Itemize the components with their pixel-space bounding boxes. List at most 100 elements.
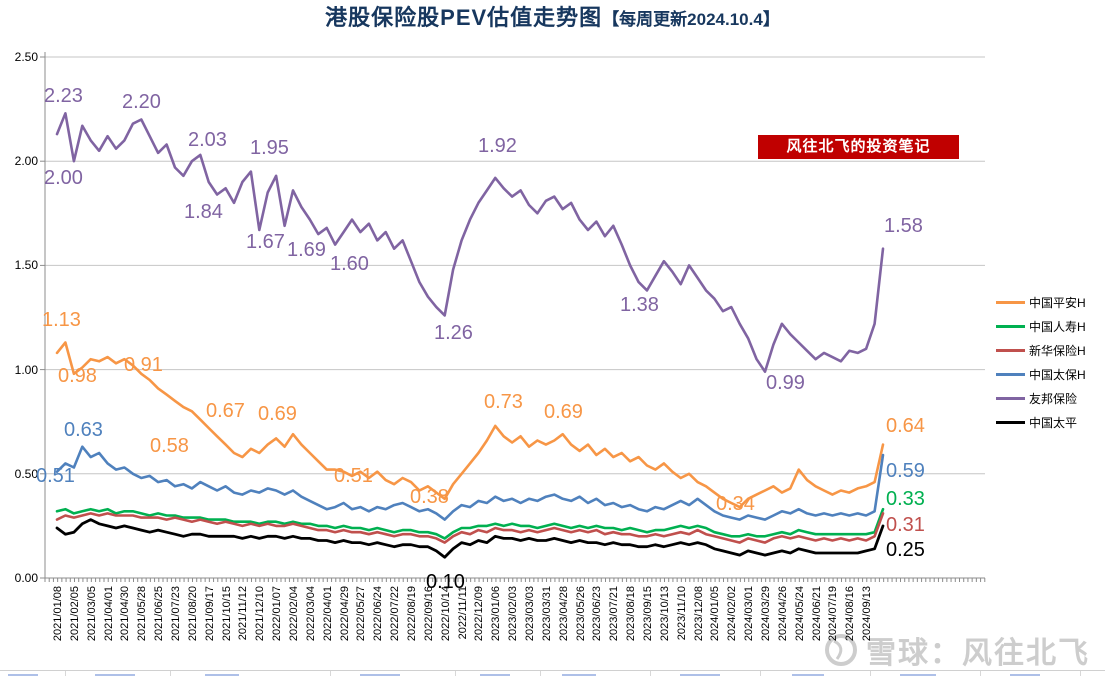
data-label: 2.20 <box>122 91 161 113</box>
cell-border <box>870 671 871 676</box>
cutoff-link-text <box>900 674 936 676</box>
x-axis-label: 2021/09/17 <box>203 586 216 642</box>
cell-border <box>540 671 541 676</box>
author-banner: 风往北飞的投资笔记 <box>758 135 959 159</box>
cell-border <box>1080 671 1081 676</box>
x-axis-label: 2021/03/05 <box>85 586 98 642</box>
cutoff-link-text <box>480 674 510 676</box>
data-label: 1.26 <box>434 322 473 344</box>
x-axis-label: 2021/07/23 <box>170 586 182 642</box>
x-axis-label: 2022/05/27 <box>355 586 368 642</box>
data-label: 0.91 <box>124 354 163 376</box>
x-axis-label: 2021/10/15 <box>220 586 233 642</box>
series-color-swatch <box>996 420 1025 424</box>
x-axis-label: 2022/11/11 <box>456 586 469 640</box>
x-axis-label: 2024/09/13 <box>861 586 874 642</box>
x-axis-label: 2023/11/10 <box>675 586 688 641</box>
cell-border <box>65 671 66 676</box>
x-axis-label: 2022/03/04 <box>304 586 317 642</box>
legend-label: 友邦保险 <box>1029 391 1078 406</box>
x-axis-label: 2022/01/07 <box>271 586 284 642</box>
data-label: 1.69 <box>287 239 326 261</box>
data-label: 0.58 <box>150 435 189 457</box>
y-axis-label: 0.50 <box>14 466 38 481</box>
data-label: 0.25 <box>886 539 925 561</box>
data-label: 0.31 <box>886 514 925 536</box>
cutoff-link-text <box>680 674 720 676</box>
watermark-text: 雪球：风往北飞 <box>866 637 1090 670</box>
data-label: 1.67 <box>246 231 285 253</box>
chart-title-main: 港股保险股PEV估值走势图 <box>325 5 603 30</box>
y-axis-label: 1.00 <box>14 362 38 377</box>
data-label: 0.73 <box>484 391 523 413</box>
legend: 中国平安H 中国人寿H 新华保险H 中国太保H 友邦保险 中国太平 <box>996 290 1086 434</box>
cutoff-link-text <box>1010 674 1040 676</box>
cell-border <box>650 671 651 676</box>
x-axis-label: 2023/10/13 <box>658 586 671 642</box>
x-axis-label: 2022/06/24 <box>372 586 385 642</box>
x-axis-label: 2023/03/31 <box>540 586 553 642</box>
data-label: 1.92 <box>478 135 517 157</box>
y-axis-label: 2.00 <box>14 154 38 169</box>
data-label: 0.59 <box>886 460 925 482</box>
series-line-中国太平 <box>55 518 885 559</box>
data-label: 0.51 <box>36 465 75 487</box>
x-axis-label: 2022/08/19 <box>406 586 418 642</box>
x-axis-label: 2024/03/01 <box>743 586 756 642</box>
x-axis-label: 2021/01/08 <box>52 586 64 642</box>
data-label: 0.98 <box>58 365 97 387</box>
legend-label: 中国人寿H <box>1029 319 1086 334</box>
chart-title-update-tag: 【每周更新2024.10.4】 <box>602 10 780 29</box>
x-axis-label: 2023/06/23 <box>591 586 604 642</box>
series-line-友邦保险 <box>55 112 885 374</box>
x-axis-label: 2024/02/02 <box>726 586 739 642</box>
legend-item-xinhua: 新华保险H <box>996 338 1086 362</box>
y-axis-label: 1.50 <box>14 258 38 273</box>
data-label: 0.10 <box>426 571 465 593</box>
series-line-新华保险H <box>55 512 885 544</box>
x-axis-label: 2024/07/19 <box>827 586 840 642</box>
data-label: 0.38 <box>410 486 449 508</box>
series-line-中国太保H <box>55 445 885 521</box>
x-axis-label: 2021/02/05 <box>68 586 81 642</box>
data-label: 0.63 <box>64 419 103 441</box>
x-axis-label: 2024/04/26 <box>776 586 789 642</box>
data-label: 2.23 <box>44 85 83 107</box>
data-label: 2.00 <box>44 167 83 189</box>
legend-item-taiping: 中国太平 <box>996 410 1086 434</box>
x-axis-label: 2021/06/25 <box>153 586 166 642</box>
legend-label: 中国平安H <box>1029 295 1086 310</box>
x-axis-label: 2022/02/04 <box>288 586 300 642</box>
data-label: 1.38 <box>620 294 659 316</box>
x-axis-label: 2024/01/05 <box>709 586 722 642</box>
cutoff-link-text <box>8 674 38 676</box>
x-axis-label: 2021/12/10 <box>254 586 267 642</box>
data-label: 2.03 <box>188 129 227 151</box>
x-axis-label: 2023/07/21 <box>608 586 621 642</box>
data-label: 0.51 <box>334 465 373 487</box>
x-axis-label: 2024/05/24 <box>793 586 806 642</box>
data-label: 0.64 <box>886 415 925 437</box>
legend-label: 新华保险H <box>1029 343 1086 358</box>
x-axis-label: 2022/09/16 <box>422 586 435 642</box>
x-axis-label: 2023/09/15 <box>642 586 654 642</box>
cutoff-table-row <box>0 670 1105 676</box>
x-axis-label: 2023/12/08 <box>692 586 705 642</box>
legend-item-pingan: 中国平安H <box>996 290 1086 314</box>
data-label: 0.69 <box>544 401 583 423</box>
x-axis-label: 2023/08/18 <box>625 586 638 642</box>
legend-label: 中国太平 <box>1029 415 1078 430</box>
x-axis-label: 2024/06/21 <box>810 586 823 642</box>
data-label: 0.67 <box>206 400 245 422</box>
series-line-中国平安H <box>55 341 885 509</box>
x-axis-label: 2021/11/12 <box>237 586 250 641</box>
cell-border <box>455 671 456 676</box>
data-label: 1.95 <box>250 137 289 159</box>
cutoff-link-text <box>562 674 596 676</box>
legend-item-taibao: 中国太保H <box>996 362 1086 386</box>
cell-border <box>170 671 171 676</box>
x-axis-label: 2021/05/28 <box>136 586 149 642</box>
x-axis-label: 2023/04/28 <box>557 586 570 642</box>
page-title: 港股保险股PEV估值走势图【每周更新2024.10.4】 <box>0 0 1105 32</box>
